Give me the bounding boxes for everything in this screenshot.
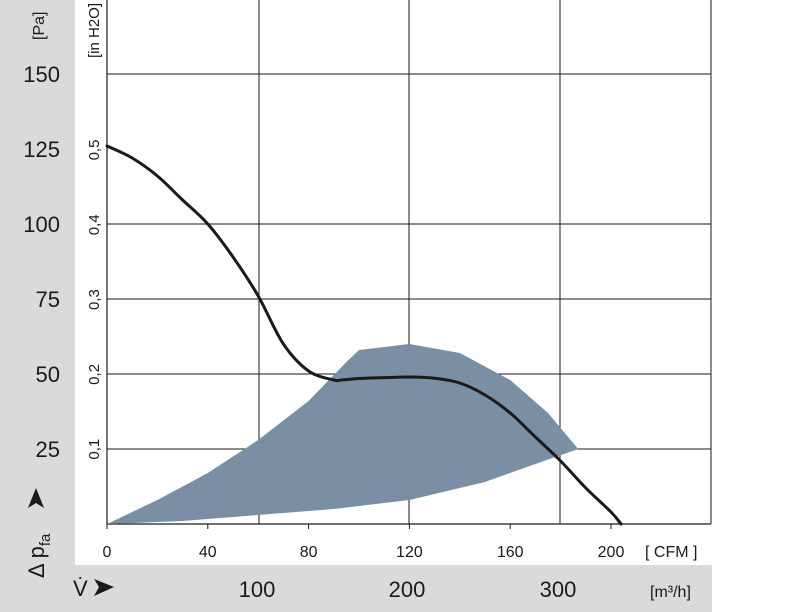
y-tick-label-pa: 150 [23,62,60,87]
operating-range-region [107,344,579,524]
x-axis-label-v: V̇ [73,576,88,601]
grid [106,0,712,529]
x-axis-arrow [94,579,114,596]
x-tick-label-cfm: 80 [300,544,318,561]
operating-range-area [107,344,579,524]
x-tick-label-m3h: 300 [540,577,577,602]
pressure-curve [105,144,623,526]
y-tick-label-inh2o: 0,5 [86,140,103,161]
x-tick-label-cfm: 200 [598,544,625,561]
bottom-axis-band [75,565,712,612]
x-unit-m3h: [m³/h] [650,584,691,601]
y-tick-label-inh2o: 0,2 [86,364,103,385]
axis-labels: 25 50 75 100 125 150 [Pa] 0,1 0,2 0,3 0,4 0,5 [in H2… [23,3,697,602]
x-tick-label-m3h: 100 [239,577,276,602]
x-tick-label-cfm: 120 [396,544,423,561]
y-axis-arrow [28,488,44,508]
x-tick-label-cfm: 40 [199,544,217,561]
y-tick-label-inh2o: 0,4 [86,214,103,235]
x-tick-label-cfm: 160 [497,544,524,561]
y-tick-label-pa: 25 [36,437,60,462]
y-tick-label-pa: 100 [23,212,60,237]
y-tick-label-pa: 75 [36,287,60,312]
x-tick-label-cfm: 0 [103,544,112,561]
y-tick-label-inh2o: 0,1 [86,439,103,460]
y-tick-label-pa: 50 [36,362,60,387]
x-unit-cfm: [ CFM ] [645,544,697,561]
y-unit-inh2o: [in H2O] [86,3,103,58]
y-tick-label-inh2o: 0,3 [86,289,103,310]
y-axis-label-sub: fa [37,533,54,546]
y-unit-pa: [Pa] [31,12,48,40]
pressure-curve-line [105,144,623,526]
y-tick-label-pa: 125 [23,137,60,162]
x-tick-label-m3h: 200 [389,577,426,602]
left-axis-band [0,0,75,612]
